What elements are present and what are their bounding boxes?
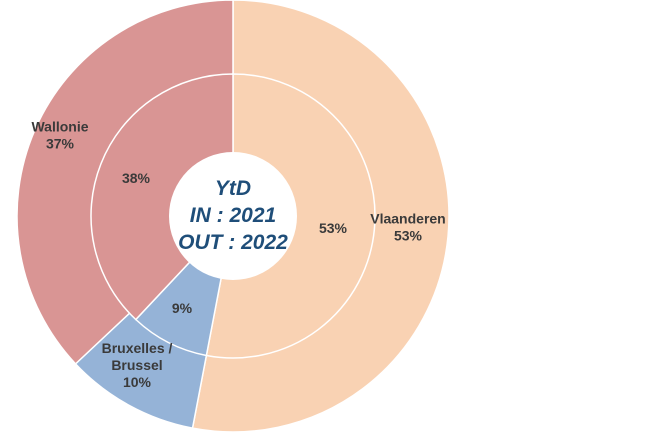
- slice-labels: Vlaanderen 53% Bruxelles / Brussel 10% Wallon…: [31, 119, 445, 391]
- center-text: YtD IN : 2021 OUT : 2022: [178, 177, 288, 254]
- inner-slice-wallonie: [90, 73, 234, 321]
- inner-label-0: 53%: [319, 220, 348, 236]
- outer-label-2: Wallonie 37%: [31, 119, 88, 152]
- inner-label-1: 9%: [172, 300, 193, 316]
- outer-label-1: Bruxelles / Brussel 10%: [102, 340, 173, 390]
- center-text-line-3: OUT : 2022: [178, 231, 288, 254]
- center-text-line-1: YtD: [215, 177, 251, 200]
- outer-label-0: Vlaanderen 53%: [370, 211, 445, 244]
- center-hole: [169, 152, 297, 280]
- inner-ring: [90, 73, 376, 359]
- inner-label-2: 38%: [122, 170, 151, 186]
- center-text-line-2: IN : 2021: [190, 204, 276, 227]
